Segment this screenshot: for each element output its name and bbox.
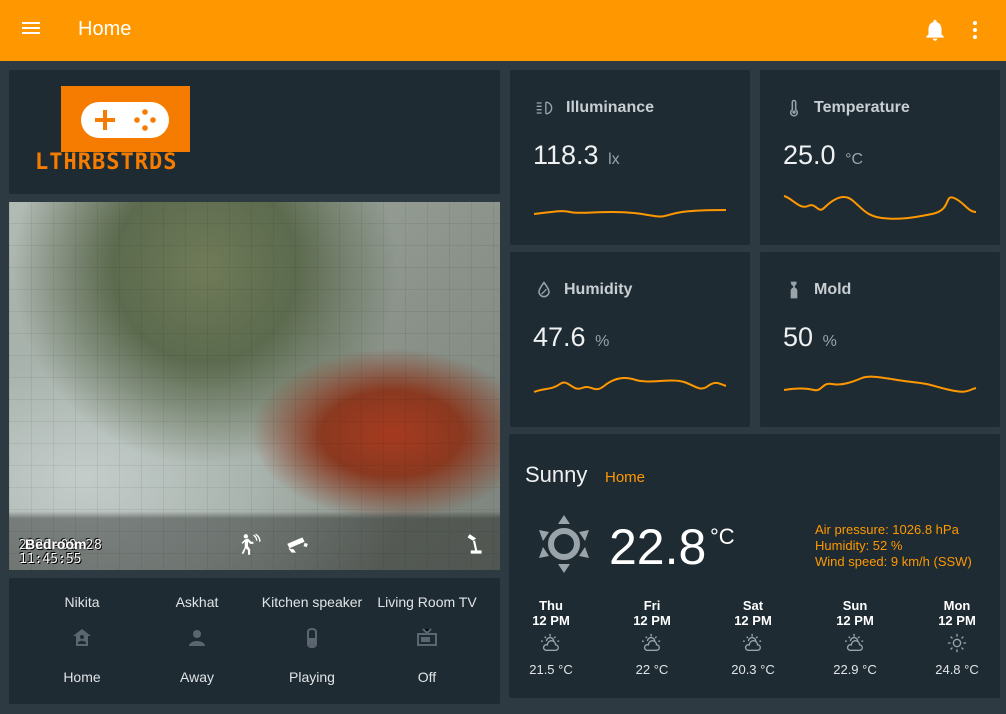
illuminance-icon xyxy=(536,101,553,115)
sensor-sparkline xyxy=(783,195,977,220)
entity-state: Home xyxy=(63,669,101,685)
entity-name: Living Room TV xyxy=(377,594,477,610)
partly-cloudy-icon xyxy=(541,633,560,651)
forecast-hour: 12 PM xyxy=(938,613,976,628)
entity-state: Off xyxy=(417,669,437,685)
logo-badge xyxy=(61,86,190,152)
entity-name: Kitchen speaker xyxy=(261,594,363,610)
forecast-day: Sat 12 PM 20.3 °C xyxy=(713,598,793,677)
forecast-day: Mon 12 PM 24.8 °C xyxy=(917,598,997,677)
entity-state: Playing xyxy=(289,669,335,685)
forecast-temp: 20.3 °C xyxy=(731,662,775,677)
partly-cloudy-icon xyxy=(845,633,864,651)
forecast-hour: 12 PM xyxy=(836,613,874,628)
glance-entity-nikita[interactable]: Nikita Home xyxy=(21,594,143,685)
weather-attributes: Air pressure: 1026.8 hPa Humidity: 52 % … xyxy=(815,522,972,570)
forecast-temp: 21.5 °C xyxy=(529,662,573,677)
sensor-name: Temperature xyxy=(814,99,910,116)
forecast-day: Sun 12 PM 22.9 °C xyxy=(815,598,895,677)
camera-image xyxy=(9,202,500,570)
forecast-day: Thu 12 PM 21.5 °C xyxy=(511,598,591,677)
app-toolbar: Home xyxy=(0,0,1006,61)
weather-state: Sunny xyxy=(525,462,588,487)
sensor-sparkline xyxy=(533,209,727,218)
tv-icon xyxy=(417,628,437,646)
camera-name: Bedroom xyxy=(25,536,87,552)
person-icon xyxy=(189,630,205,646)
forecast-hour: 12 PM xyxy=(532,613,570,628)
weather-wind-speed: Wind speed: 9 km/h (SSW) xyxy=(815,554,972,569)
camera-date: 2021-09-28 xyxy=(19,538,103,553)
speaker-icon xyxy=(307,627,317,649)
sensor-name: Humidity xyxy=(564,281,633,298)
thermometer-icon xyxy=(789,99,799,117)
page-title: Home xyxy=(78,18,132,40)
sensor-value: 47.6 % xyxy=(533,322,610,352)
sensor-name: Illuminance xyxy=(566,99,655,116)
forecast-temp: 22 °C xyxy=(635,662,669,677)
partly-cloudy-icon xyxy=(743,633,762,651)
sensor-sparkline xyxy=(783,375,977,393)
weather-card[interactable]: Sunny Home 22.8 °C Air pressure: 1026.8 … xyxy=(509,434,1000,698)
forecast-temp: 24.8 °C xyxy=(935,662,979,677)
person-home-icon xyxy=(73,629,91,646)
sensor-card-temperature[interactable]: Temperature 25.0 °C xyxy=(760,70,1000,245)
sensor-card-illuminance[interactable]: Illuminance 118.3 lx xyxy=(510,70,750,245)
bell-icon[interactable] xyxy=(922,16,948,44)
sunny-icon xyxy=(539,515,589,573)
sensor-card-mold[interactable]: Mold 50 % xyxy=(760,252,1000,427)
partly-cloudy-icon xyxy=(642,633,661,651)
weather-temperature-unit: °C xyxy=(710,524,735,549)
forecast-temp: 22.9 °C xyxy=(833,662,877,677)
sensor-sparkline xyxy=(533,377,727,393)
menu-icon[interactable] xyxy=(22,19,46,43)
forecast-day-name: Mon xyxy=(943,598,971,613)
glance-entity-askhat[interactable]: Askhat Away xyxy=(136,594,258,685)
entity-state: Away xyxy=(180,669,214,685)
forecast-hour: 12 PM xyxy=(633,613,671,628)
weather-location: Home xyxy=(605,469,646,486)
weather-temperature: 22.8 xyxy=(609,519,707,575)
sensor-value: 50 % xyxy=(783,322,837,352)
sensor-value: 118.3 lx xyxy=(533,140,620,170)
spray-bottle-icon xyxy=(790,281,798,299)
motion-sensor-icon[interactable] xyxy=(235,532,261,558)
cctv-icon[interactable] xyxy=(284,532,310,558)
sensor-card-humidity[interactable]: Humidity 47.6 % xyxy=(510,252,750,427)
forecast-day-name: Sat xyxy=(742,598,764,613)
glance-entity-kitchen-speaker[interactable]: Kitchen speaker Playing xyxy=(251,594,373,685)
camera-time: 11:45:55 xyxy=(19,552,82,567)
logo-text: LTHRBSTRDS xyxy=(35,150,178,175)
sensor-value: 25.0 °C xyxy=(783,140,864,170)
sunny-icon xyxy=(947,633,967,653)
overflow-menu-icon[interactable] xyxy=(963,18,987,42)
weather-humidity: Humidity: 52 % xyxy=(815,538,903,553)
weather-air-pressure: Air pressure: 1026.8 hPa xyxy=(815,522,959,537)
forecast-day-name: Sun xyxy=(842,598,868,613)
forecast-day: Fri 12 PM 22 °C xyxy=(612,598,692,677)
entity-name: Nikita xyxy=(64,594,100,610)
entity-name: Askhat xyxy=(175,594,219,610)
camera-feed[interactable]: 2021-09-28 Bedroom 11:45:55 xyxy=(9,202,500,570)
forecast-hour: 12 PM xyxy=(734,613,772,628)
gamepad-icon xyxy=(81,102,169,138)
sensor-name: Mold xyxy=(814,281,852,298)
glance-entity-living-room-tv[interactable]: Living Room TV Off xyxy=(366,594,488,685)
glance-card: Nikita Home Askhat Away Kitchen speaker … xyxy=(9,578,500,704)
water-percent-icon xyxy=(538,281,550,298)
forecast-day-name: Thu xyxy=(539,598,563,613)
forecast-day-name: Fri xyxy=(643,598,661,613)
desk-lamp-icon[interactable] xyxy=(461,532,487,558)
logo-card: LTHRBSTRDS xyxy=(9,70,500,194)
